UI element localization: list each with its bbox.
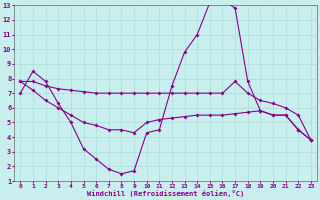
X-axis label: Windchill (Refroidissement éolien,°C): Windchill (Refroidissement éolien,°C)	[87, 190, 244, 197]
